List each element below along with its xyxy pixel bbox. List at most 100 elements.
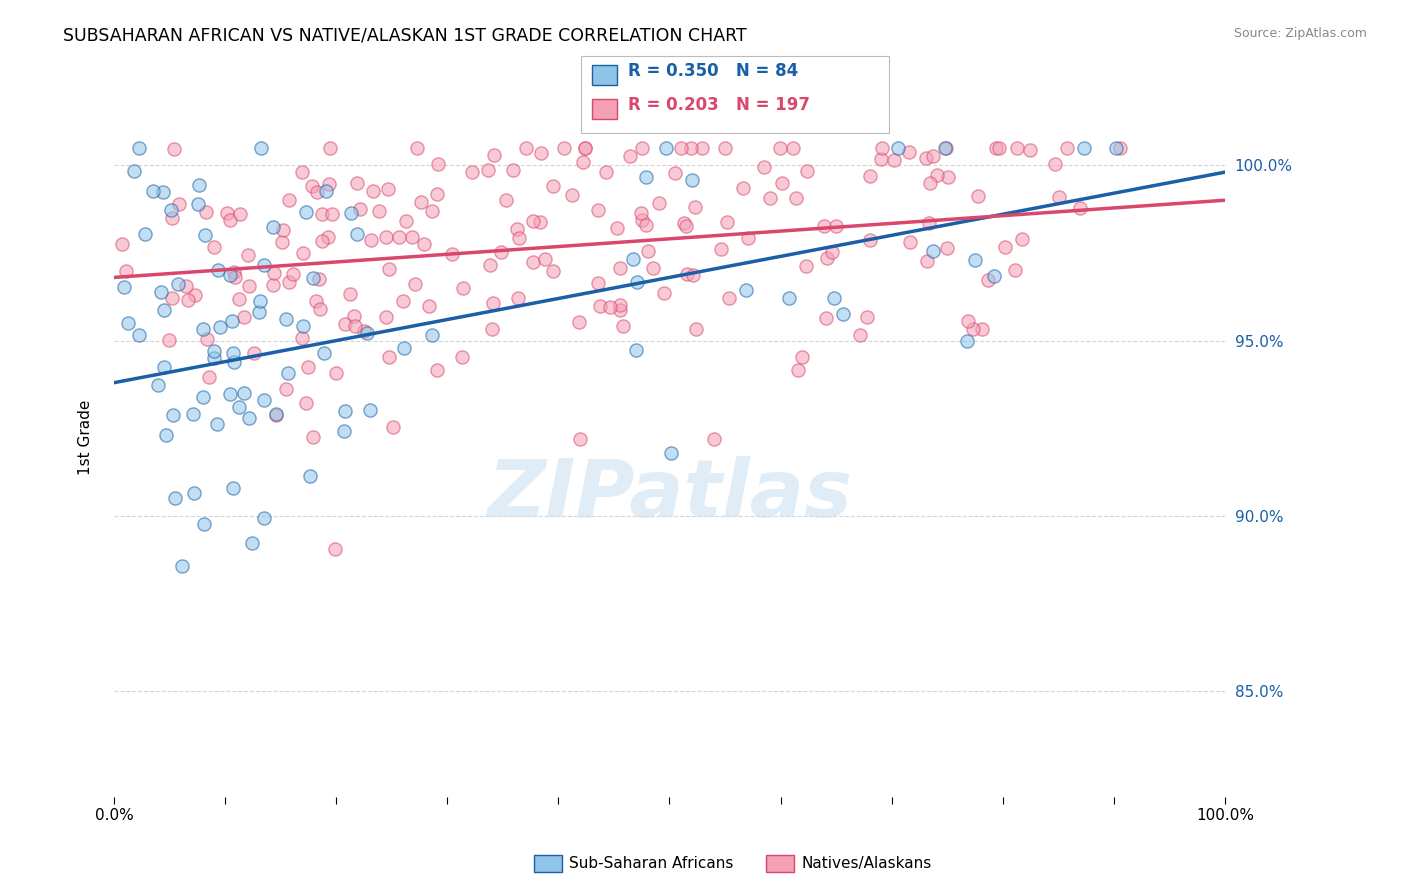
Point [368, 204, 391, 219]
Point [333, 403, 356, 417]
Point [346, 227, 368, 241]
Point [967, 189, 990, 203]
Point [219, 213, 242, 227]
Point [183, 486, 205, 500]
Point [426, 157, 449, 171]
Point [731, 181, 754, 195]
Point [387, 230, 409, 244]
Point [294, 396, 316, 410]
Point [769, 140, 792, 154]
Point [181, 407, 204, 421]
Point [401, 229, 423, 244]
Point [897, 145, 920, 160]
Point [1069, 201, 1091, 215]
Point [832, 307, 855, 321]
Point [935, 140, 957, 154]
Point [957, 314, 980, 328]
Point [482, 147, 505, 161]
Point [713, 140, 735, 154]
Point [1011, 232, 1033, 246]
Point [323, 542, 346, 557]
Point [530, 145, 553, 160]
Point [574, 140, 596, 154]
Point [277, 366, 299, 380]
Point [271, 235, 294, 249]
Point [278, 193, 301, 207]
Point [276, 311, 298, 326]
Point [315, 184, 337, 198]
Point [343, 309, 366, 323]
Point [621, 252, 644, 266]
Point [815, 251, 838, 265]
Point [477, 162, 499, 177]
Point [361, 184, 384, 198]
Point [243, 345, 266, 359]
Point [195, 331, 218, 345]
Point [785, 191, 807, 205]
Point [219, 268, 242, 282]
Point [451, 351, 474, 365]
Point [609, 302, 631, 317]
Point [659, 445, 682, 459]
Text: R = 0.350   N = 84: R = 0.350 N = 84 [628, 62, 799, 79]
Point [481, 296, 503, 310]
Point [825, 219, 848, 234]
Point [291, 165, 314, 179]
Point [343, 318, 366, 333]
Point [305, 186, 328, 200]
Point [292, 246, 315, 260]
Point [970, 322, 993, 336]
Point [404, 277, 426, 292]
Point [228, 292, 250, 306]
Point [193, 516, 215, 531]
Point [253, 258, 276, 272]
Point [655, 140, 678, 154]
Point [238, 411, 260, 425]
Point [238, 248, 260, 262]
Point [377, 182, 399, 196]
Point [522, 255, 544, 269]
Point [172, 558, 194, 573]
Point [506, 222, 529, 236]
Point [849, 328, 872, 343]
Point [167, 196, 190, 211]
Point [146, 378, 169, 392]
Text: Sub-Saharan Africans: Sub-Saharan Africans [569, 856, 734, 871]
Point [647, 195, 669, 210]
Point [418, 299, 440, 313]
Point [191, 322, 214, 336]
Point [710, 242, 733, 256]
Text: Source: ZipAtlas.com: Source: ZipAtlas.com [1233, 27, 1367, 40]
Point [936, 170, 959, 185]
Point [378, 350, 401, 364]
Point [813, 219, 835, 234]
Point [250, 140, 273, 154]
Point [301, 179, 323, 194]
Point [162, 291, 184, 305]
Point [299, 468, 322, 483]
Point [291, 330, 314, 344]
Text: Natives/Alaskans: Natives/Alaskans [801, 856, 932, 871]
Point [297, 359, 319, 374]
Point [956, 334, 979, 348]
Point [374, 230, 396, 244]
Point [111, 237, 134, 252]
Point [589, 299, 612, 313]
Point [247, 305, 270, 319]
Point [823, 291, 845, 305]
Point [311, 206, 333, 220]
Point [222, 265, 245, 279]
Point [934, 140, 956, 154]
Text: SUBSAHARAN AFRICAN VS NATIVE/ALASKAN 1ST GRADE CORRELATION CHART: SUBSAHARAN AFRICAN VS NATIVE/ALASKAN 1ST… [63, 27, 747, 45]
Point [782, 140, 804, 154]
Point [305, 294, 328, 309]
Point [685, 322, 707, 336]
Point [274, 382, 297, 396]
Point [157, 333, 180, 347]
Point [312, 346, 335, 360]
Point [264, 409, 287, 423]
Point [253, 511, 276, 525]
Point [605, 221, 627, 235]
Point [859, 233, 882, 247]
Point [117, 316, 139, 330]
